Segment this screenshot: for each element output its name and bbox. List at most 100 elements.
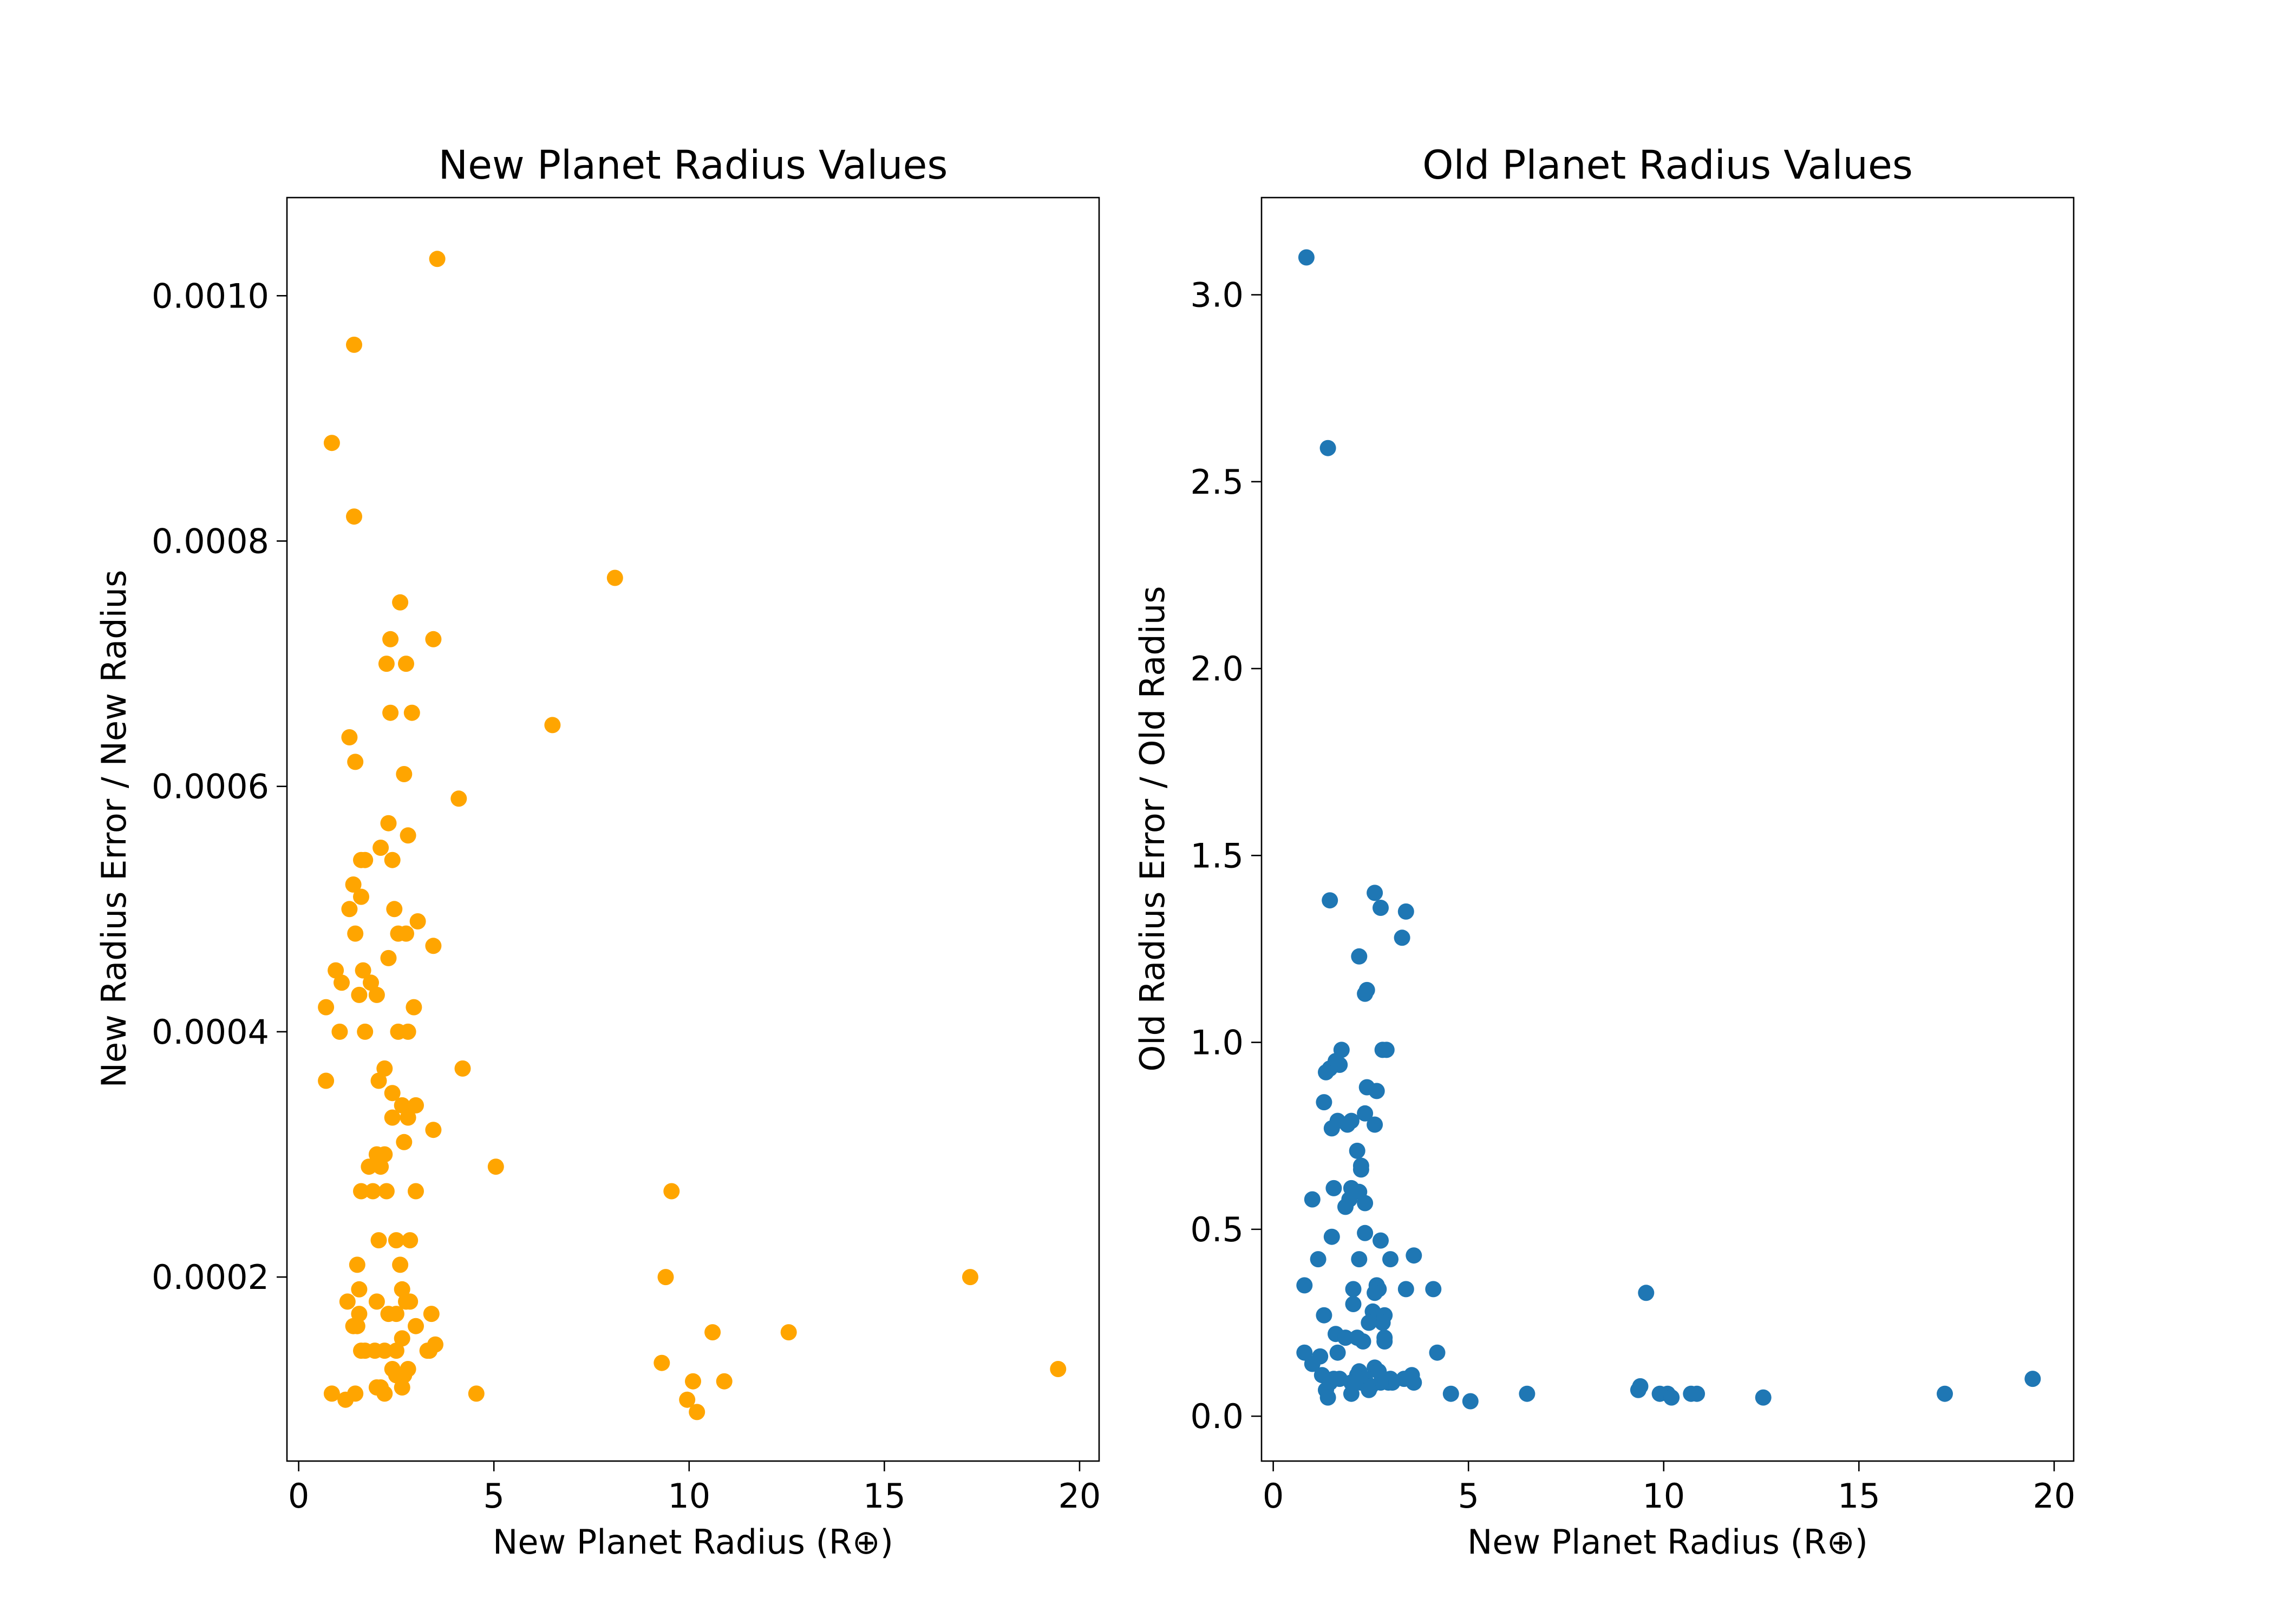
new-radius-point-38 (351, 986, 368, 1003)
new-radius-point-59 (487, 1158, 504, 1175)
new-radius-point-63 (353, 1183, 369, 1200)
old-radius-point-83 (1406, 1374, 1422, 1391)
old-radius-point-41 (1382, 1251, 1399, 1268)
new-radius-point-50 (394, 1097, 410, 1114)
new-radius-point-112 (337, 1391, 354, 1408)
new-radius-point-73 (394, 1281, 410, 1298)
new-radius-point-53 (384, 1109, 401, 1126)
new-radius-point-4 (606, 569, 623, 586)
new-radius-point-23 (345, 876, 362, 893)
old-radius-point-102 (1663, 1389, 1680, 1406)
old-radius-point-25 (1323, 1120, 1340, 1137)
new-radius-point-0 (429, 251, 446, 267)
old-radius-point-61 (1355, 1333, 1371, 1350)
old-radius-point-9 (1357, 985, 1374, 1002)
new-radius-point-12 (544, 717, 561, 734)
new-radius-point-56 (396, 1134, 413, 1150)
old-radius-point-39 (1406, 1247, 1422, 1264)
old-radius-point-82 (1384, 1374, 1401, 1391)
new-radius-point-27 (409, 913, 426, 929)
new-radius-point-111 (468, 1385, 485, 1402)
old-radius-point-29 (1325, 1180, 1342, 1196)
old-radius-y-tick-label-2: 1.0 (1190, 1023, 1244, 1063)
old-radius-point-90 (1519, 1385, 1535, 1402)
new-radius-point-108 (376, 1385, 393, 1402)
new-radius-point-48 (370, 1072, 387, 1089)
old-radius-point-5 (1397, 903, 1414, 920)
new-radius-point-5 (392, 594, 409, 611)
new-radius-point-60 (373, 1158, 389, 1175)
old-radius-point-101 (1319, 1389, 1336, 1406)
old-radius-point-33 (1357, 1195, 1374, 1212)
old-radius-y-tick-label-5: 2.5 (1190, 462, 1244, 502)
new-radius-x-tick-label-2: 10 (668, 1476, 710, 1516)
new-radius-point-114 (689, 1404, 705, 1420)
old-radius-point-58 (1337, 1330, 1354, 1346)
new-radius-point-58 (361, 1158, 377, 1175)
old-radius-x-tick-label-1: 5 (1458, 1476, 1479, 1516)
new-radius-point-43 (331, 1023, 348, 1040)
new-radius-point-39 (318, 999, 335, 1016)
new-radius-point-33 (355, 962, 371, 979)
new-radius-point-68 (388, 1232, 404, 1249)
old-radius-point-62 (1376, 1333, 1393, 1350)
old-radius-point-51 (1345, 1296, 1362, 1312)
new-radius-y-tick-label-2: 0.0006 (152, 767, 269, 807)
old-radius-point-3 (1322, 892, 1338, 909)
new-radius-y-tick-label-3: 0.0008 (152, 521, 269, 561)
new-radius-point-79 (423, 1306, 440, 1322)
old-radius-point-104 (1347, 1374, 1364, 1391)
new-radius-point-1 (346, 336, 362, 353)
new-radius-point-7 (382, 631, 399, 647)
new-radius-y-tick-label-1: 0.0004 (152, 1012, 269, 1052)
new-radius-point-21 (353, 852, 369, 868)
old-radius-point-53 (1316, 1307, 1332, 1324)
old-radius-y-tick-label-1: 0.5 (1190, 1210, 1244, 1249)
new-radius-points (318, 251, 1067, 1420)
old-radius-point-19 (1316, 1094, 1332, 1111)
old-radius-point-20 (1357, 1105, 1374, 1122)
new-radius-point-14 (347, 754, 364, 770)
new-radius-point-19 (373, 840, 389, 856)
old-radius-y-tick-label-0: 0.0 (1190, 1397, 1244, 1436)
old-radius-point-97 (2024, 1371, 2041, 1387)
new-radius-point-90 (376, 1343, 393, 1359)
new-radius-x-tick-label-3: 15 (863, 1476, 906, 1516)
new-radius-point-62 (378, 1183, 395, 1200)
new-radius-point-52 (400, 1109, 416, 1126)
old-radius-x-tick-label-4: 20 (2033, 1476, 2075, 1516)
new-radius-point-78 (368, 1293, 385, 1310)
new-radius-point-46 (376, 1060, 393, 1077)
old-radius-point-28 (1352, 1161, 1369, 1178)
old-radius-point-16 (1318, 1064, 1334, 1081)
new-radius-point-91 (394, 1330, 410, 1347)
old-radius-x-tick-label-2: 10 (1642, 1476, 1685, 1516)
new-radius-plot-frame (286, 197, 1100, 1462)
new-radius-point-9 (378, 656, 395, 672)
old-radius-point-92 (1689, 1385, 1706, 1402)
new-radius-point-3 (346, 508, 362, 525)
new-radius-point-92 (388, 1343, 404, 1359)
new-radius-point-11 (382, 704, 399, 721)
old-radius-point-6 (1394, 929, 1410, 946)
new-radius-point-42 (400, 1023, 416, 1040)
new-radius-point-85 (349, 1318, 365, 1334)
new-radius-point-72 (962, 1269, 978, 1286)
new-radius-point-36 (363, 974, 379, 991)
new-radius-point-26 (386, 901, 403, 918)
old-radius-point-103 (1361, 1381, 1377, 1398)
new-radius-y-tick-label-4: 0.0010 (152, 276, 269, 316)
new-radius-point-94 (357, 1343, 374, 1359)
old-radius-point-38 (1373, 1232, 1389, 1249)
old-radius-point-4 (1373, 900, 1389, 916)
new-radius-point-40 (406, 999, 422, 1016)
new-radius-point-97 (654, 1354, 670, 1371)
new-radius-axis-ticks: 0 5 10 15 20 0.0002 0.0004 0.0006 0.0008 0.0010 (152, 276, 1101, 1516)
new-radius-point-17 (380, 815, 397, 831)
old-radius-point-65 (1304, 1355, 1321, 1372)
old-radius-point-95 (1462, 1393, 1479, 1410)
old-radius-point-48 (1425, 1281, 1442, 1298)
old-radius-point-42 (1351, 1251, 1368, 1268)
new-radius-point-64 (408, 1183, 424, 1200)
